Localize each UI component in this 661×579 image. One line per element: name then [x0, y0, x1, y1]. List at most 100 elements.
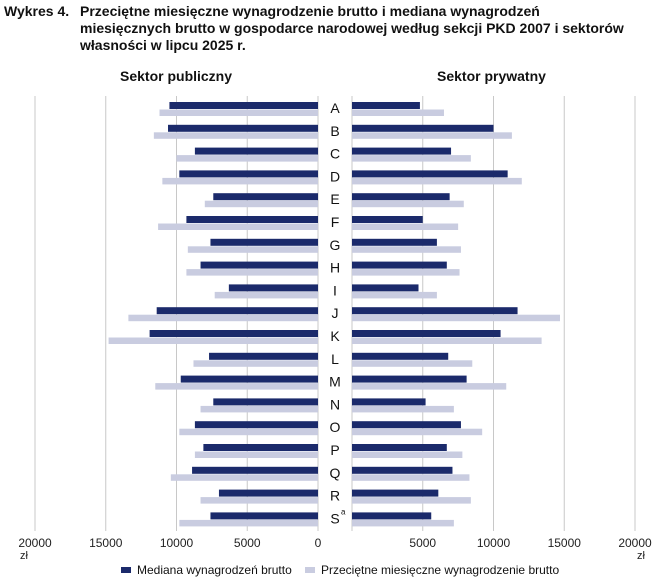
category-label-I: I [333, 282, 337, 298]
category-label-P: P [330, 442, 339, 458]
bar-private-median-O [352, 421, 461, 429]
bar-private-median-S [352, 512, 432, 520]
legend-average-swatch [305, 567, 315, 573]
bar-private-average-R [352, 497, 471, 504]
bar-public-average-M [155, 383, 318, 390]
title-line-1: Przeciętne miesięczne wynagrodzenie brut… [80, 3, 540, 19]
bar-private-average-A [352, 109, 444, 116]
bar-public-median-Q [192, 466, 318, 474]
category-label-O: O [330, 419, 341, 435]
bar-public-median-I [228, 284, 318, 292]
title-number: Wykres 4. [4, 3, 70, 19]
x-tick-right-20000: 20000 [618, 536, 652, 550]
bar-public-median-D [179, 170, 318, 178]
x-tick-left-5000: 5000 [234, 536, 261, 550]
bar-public-average-E [204, 200, 318, 208]
bar-private-median-D [352, 170, 508, 178]
x-tick-right-10000: 10000 [477, 536, 511, 550]
category-label-D: D [330, 168, 340, 184]
bar-private-average-N [352, 405, 454, 413]
category-superscript-S: a [341, 507, 346, 516]
bar-private-average-G [352, 246, 461, 253]
legend-median: Mediana wynagrodzeń brutto [121, 563, 292, 577]
bar-private-median-P [352, 444, 447, 451]
bar-public-median-C [194, 147, 318, 155]
x-tick-right-5000: 5000 [409, 536, 436, 550]
bar-private-average-B [352, 132, 512, 139]
bar-private-median-K [352, 330, 501, 337]
title-line-2: miesięcznych brutto w gospodarce narodow… [80, 20, 624, 36]
bar-public-median-P [203, 444, 318, 451]
category-label-L: L [331, 351, 339, 367]
bar-public-average-A [159, 109, 318, 116]
bar-private-median-A [352, 102, 420, 109]
bar-public-median-F [186, 216, 318, 223]
bar-private-average-O [352, 428, 483, 436]
bar-private-average-E [352, 200, 464, 208]
bar-public-median-A [169, 102, 318, 109]
bar-private-average-C [352, 155, 471, 162]
bar-private-median-Q [352, 466, 453, 474]
bar-public-average-O [179, 428, 318, 436]
bar-private-median-B [352, 124, 494, 132]
bar-private-median-L [352, 352, 449, 360]
title-line-3: własności w lipcu 2025 r. [80, 37, 246, 53]
category-label-C: C [330, 146, 340, 162]
bar-private-average-K [352, 337, 542, 344]
bar-public-average-L [193, 360, 318, 367]
bar-public-average-S [179, 519, 318, 527]
bar-public-median-L [209, 352, 318, 360]
category-label-A: A [330, 100, 340, 116]
bar-public-average-P [194, 451, 318, 458]
bar-public-average-B [153, 132, 318, 139]
x-tick-left-0: 0 [315, 536, 322, 550]
sector-private-label: Sektor prywatny [437, 68, 546, 84]
bar-private-average-F [352, 223, 459, 230]
bar-public-average-C [176, 155, 318, 162]
bar-private-average-L [352, 360, 473, 367]
x-tick-left-10000: 10000 [160, 536, 194, 550]
bar-private-median-H [352, 261, 447, 269]
bar-private-median-E [352, 193, 450, 201]
bar-private-average-D [352, 177, 522, 185]
category-label-J: J [332, 305, 339, 321]
x-unit-right: zł [637, 550, 646, 562]
bar-private-median-G [352, 238, 437, 246]
bar-private-average-J [352, 314, 561, 322]
bar-public-average-F [158, 223, 318, 230]
bar-public-average-G [187, 246, 318, 253]
bar-public-average-N [200, 405, 318, 413]
bar-private-median-R [352, 489, 439, 497]
bar-public-median-O [194, 421, 318, 429]
chart-title: Wykres 4. Przeciętne miesięczne wynagrodz… [4, 3, 661, 54]
bar-public-average-I [214, 291, 318, 299]
bar-public-median-R [218, 489, 318, 497]
bar-private-median-I [352, 284, 419, 292]
bar-public-average-Q [170, 474, 318, 481]
category-label-Q: Q [330, 465, 341, 481]
category-label-H: H [330, 260, 340, 276]
bar-private-average-Q [352, 474, 470, 481]
x-tick-left-20000: 20000 [18, 536, 52, 550]
bar-public-median-M [180, 375, 318, 383]
category-label-K: K [330, 328, 340, 344]
legend-median-swatch [121, 567, 131, 573]
bar-private-median-F [352, 216, 423, 223]
bar-private-average-P [352, 451, 463, 458]
bar-public-median-N [213, 398, 318, 406]
category-label-M: M [329, 374, 341, 390]
bar-public-average-R [200, 497, 318, 504]
bar-private-average-S [352, 519, 454, 527]
bar-private-average-H [352, 269, 460, 276]
bar-private-average-I [352, 291, 437, 299]
bar-public-median-H [200, 261, 318, 269]
bar-public-median-E [213, 193, 318, 201]
bar-private-median-M [352, 375, 467, 383]
bar-public-average-H [186, 269, 318, 276]
bar-private-median-N [352, 398, 426, 406]
category-label-R: R [330, 488, 340, 504]
bar-public-median-G [210, 238, 318, 246]
category-label-G: G [330, 237, 341, 253]
legend-average: Przeciętne miesięczne wynagrodzenie brut… [305, 563, 559, 577]
